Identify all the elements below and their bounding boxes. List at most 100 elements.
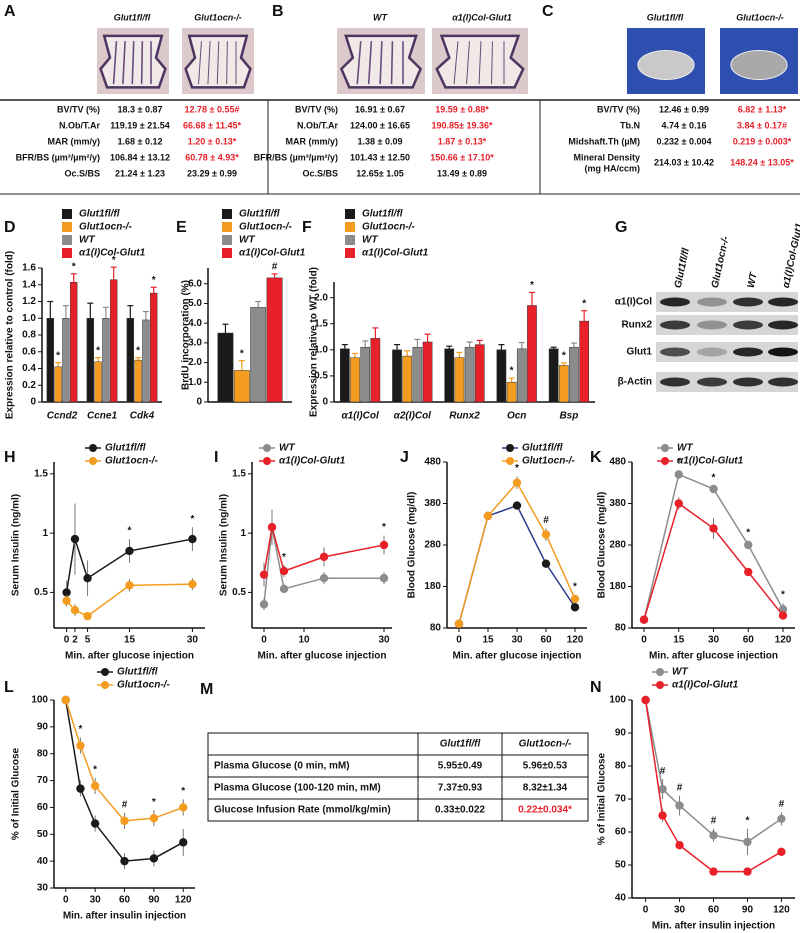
legend-label: Glut1fl/fl xyxy=(522,443,563,454)
trabecula xyxy=(356,41,362,85)
x-axis-label: Min. after insulin injection xyxy=(63,911,186,922)
cell-value: 214.03 ± 10.42 xyxy=(654,157,714,167)
trabecula xyxy=(122,41,126,85)
significance-mark: * xyxy=(240,348,244,359)
legend-label: Glut1ocn-/- xyxy=(117,680,170,691)
cell-value: 0.219 ± 0.003* xyxy=(733,136,792,146)
bar xyxy=(360,346,371,403)
data-point xyxy=(709,524,718,533)
data-point xyxy=(675,841,684,850)
data-point xyxy=(188,534,197,544)
legend-marker xyxy=(661,444,669,452)
legend-label: α1(I)Col-Glut1 xyxy=(672,680,739,691)
y-tick-label: 80 xyxy=(430,623,442,634)
significance-mark: * xyxy=(93,765,97,776)
panel-letter: H xyxy=(4,449,16,466)
x-tick-label: 15 xyxy=(673,635,685,646)
bar xyxy=(150,292,158,403)
significance-mark: * xyxy=(582,298,586,309)
x-tick-label: 0 xyxy=(641,635,647,646)
bar xyxy=(496,349,507,403)
y-tick-label: 0.5 xyxy=(34,587,48,598)
y-tick-label: 0.6 xyxy=(22,346,36,357)
data-point xyxy=(674,470,683,479)
y-axis-label: Blood Glucose (mg/dl) xyxy=(597,492,608,599)
y-tick-label: 1.2 xyxy=(22,296,36,307)
bar xyxy=(217,332,234,403)
x-tick-label: Runx2 xyxy=(449,411,480,422)
y-axis-label: Expression relative to WT (fold) xyxy=(309,267,320,417)
row-label: Midshaft.Th (µM) xyxy=(568,136,640,146)
legend-marker xyxy=(661,457,669,465)
bar xyxy=(454,357,465,403)
data-point xyxy=(541,559,551,568)
panel-letter: N xyxy=(590,679,602,696)
significance-mark: * xyxy=(746,527,750,538)
cell-value: 18.3 ± 0.87 xyxy=(118,104,163,114)
legend-label: WT xyxy=(79,235,95,246)
series-line xyxy=(65,699,184,822)
panel-letter: B xyxy=(272,3,284,20)
data-point xyxy=(125,581,134,590)
data-point xyxy=(259,570,269,579)
y-tick-label: 60 xyxy=(615,827,627,838)
bar xyxy=(527,305,537,403)
panel-letter: F xyxy=(302,219,312,236)
data-point xyxy=(62,596,71,605)
significance-mark: * xyxy=(515,463,519,474)
cell-value: 7.37±0.93 xyxy=(438,783,483,794)
y-tick-label: 70 xyxy=(37,775,49,786)
lane-label: WT xyxy=(746,271,760,289)
significance-mark: * xyxy=(136,345,140,356)
legend-label: WT xyxy=(672,667,688,678)
row-label: N.Ob/T.Ar xyxy=(297,120,338,130)
cell-value: 23.29 ± 0.99 xyxy=(187,168,237,178)
significance-mark: * xyxy=(746,815,750,826)
legend-marker xyxy=(101,681,109,689)
column-header: Glut1fl/fl xyxy=(647,12,684,22)
bar xyxy=(102,318,110,403)
bar xyxy=(350,357,360,403)
y-tick-label: 1.5 xyxy=(232,468,246,479)
x-tick-label: 30 xyxy=(708,635,720,646)
cell-value: 5.95±0.49 xyxy=(438,761,483,772)
panel-letter: G xyxy=(615,219,627,236)
blot-band xyxy=(660,297,690,307)
trabecula xyxy=(478,41,482,85)
data-point xyxy=(90,819,100,828)
data-point xyxy=(777,814,786,823)
bar xyxy=(558,365,569,403)
legend-label: Glut1ocn-/- xyxy=(239,222,292,233)
legend-label: Glut1ocn-/- xyxy=(105,456,158,467)
cell-value: 1.68 ± 0.12 xyxy=(118,136,163,146)
data-point xyxy=(279,566,289,576)
blot-band xyxy=(660,377,690,387)
significance-mark: * xyxy=(781,590,785,601)
y-tick-label: 60 xyxy=(37,802,49,813)
legend-label: α1(I)Col-Glut1 xyxy=(362,248,429,259)
significance-mark: * xyxy=(573,581,577,592)
x-tick-label: 120 xyxy=(567,635,584,646)
bar xyxy=(516,348,527,403)
blot-row-label: Glut1 xyxy=(626,347,652,358)
x-tick-label: α2(I)Col xyxy=(394,411,432,422)
blot-band xyxy=(733,347,763,357)
significance-mark: # xyxy=(122,799,128,810)
blot-band xyxy=(768,377,798,387)
significance-mark: * xyxy=(510,366,514,377)
cell-value: 1.38 ± 0.09 xyxy=(358,136,403,146)
legend-swatch xyxy=(62,235,72,245)
data-point xyxy=(512,501,522,510)
blot-band xyxy=(733,377,763,387)
legend-marker xyxy=(263,444,271,452)
data-point xyxy=(744,567,753,577)
cell-value: 119.19 ± 21.54 xyxy=(110,120,170,130)
cell-value: 1.20 ± 0.13* xyxy=(188,136,237,146)
row-label: BFR/BS (µm³/µm²/y) xyxy=(16,152,100,162)
y-tick-label: 80 xyxy=(615,761,627,772)
legend-marker xyxy=(656,681,664,689)
significance-mark: * xyxy=(112,255,116,266)
legend-label: WT xyxy=(279,443,295,454)
x-tick-label: 60 xyxy=(743,635,755,646)
trabecula xyxy=(466,41,470,85)
